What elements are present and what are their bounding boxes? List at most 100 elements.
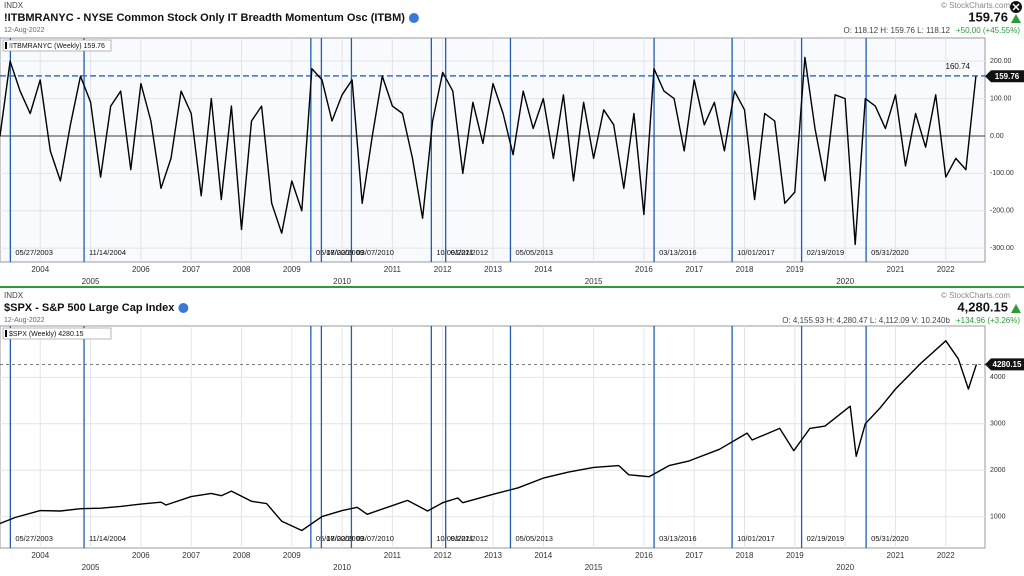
event-label: 05/27/2003 bbox=[15, 248, 53, 257]
legend-swatch bbox=[5, 330, 7, 337]
event-label: 05/31/2020 bbox=[871, 248, 909, 257]
y-tick-label: 100.00 bbox=[990, 95, 1012, 102]
x-tick-label: 2010 bbox=[333, 277, 351, 286]
event-label: 03/13/2016 bbox=[659, 534, 697, 543]
x-tick-label: 2019 bbox=[786, 265, 804, 274]
quote: O: 4,155.93 H: 4,280.47 L: 4,112.09 V: 1… bbox=[782, 316, 950, 325]
x-tick-label: 2018 bbox=[736, 551, 754, 560]
x-tick-label: 2005 bbox=[82, 563, 100, 572]
x-tick-label: 2014 bbox=[534, 551, 552, 560]
reference-label: 160.74 bbox=[946, 62, 971, 71]
legend-label: $SPX (Weekly) 4280.15 bbox=[9, 331, 84, 338]
change: +134.96 (+3.26%) bbox=[956, 316, 1020, 325]
legend-swatch bbox=[5, 42, 7, 49]
x-tick-label: 2004 bbox=[31, 551, 49, 560]
event-label: 11/14/2004 bbox=[89, 534, 126, 543]
y-tick-label: -300.00 bbox=[990, 245, 1014, 252]
y-tick-label: 2000 bbox=[990, 467, 1006, 474]
x-tick-label: 2015 bbox=[585, 563, 603, 572]
legend-box bbox=[2, 39, 112, 52]
chart-title: !ITBMRANYC - NYSE Common Stock Only IT B… bbox=[4, 12, 405, 24]
event-label: 03/07/2010 bbox=[356, 534, 394, 543]
last-value-label: 159.76 bbox=[995, 72, 1020, 81]
x-tick-label: 2006 bbox=[132, 551, 150, 560]
y-tick-label: 3000 bbox=[990, 421, 1006, 428]
x-tick-label: 2011 bbox=[384, 551, 402, 560]
x-tick-label: 2017 bbox=[685, 265, 703, 274]
x-tick-label: 2007 bbox=[182, 551, 200, 560]
event-label: 02/19/2019 bbox=[807, 534, 845, 543]
x-tick-label: 2013 bbox=[484, 265, 502, 274]
info-icon bbox=[408, 13, 419, 23]
last-value-label: 4280.15 bbox=[993, 360, 1022, 369]
x-tick-label: 2020 bbox=[836, 277, 854, 286]
x-tick-label: 2009 bbox=[283, 551, 301, 560]
y-tick-label: 1000 bbox=[990, 513, 1006, 520]
x-tick-label: 2005 bbox=[82, 277, 100, 286]
event-label: 11/14/2004 bbox=[89, 248, 126, 257]
price-line bbox=[0, 340, 978, 532]
plot-area bbox=[0, 325, 986, 549]
event-label: 03/07/2010 bbox=[356, 248, 394, 257]
x-tick-label: 2017 bbox=[685, 551, 703, 560]
event-label: 10/09/2011 bbox=[436, 248, 473, 257]
info-icon bbox=[178, 303, 189, 313]
y-tick-label: 200.00 bbox=[990, 58, 1012, 65]
last-value-box bbox=[985, 358, 1024, 371]
up-arrow bbox=[1011, 14, 1021, 23]
x-tick-label: 2022 bbox=[937, 265, 955, 274]
x-tick-label: 2012 bbox=[434, 551, 452, 560]
legend-label: !ITBMRANYC (Weekly) 159.76 bbox=[9, 43, 105, 50]
y-tick-label: -100.00 bbox=[990, 170, 1014, 177]
event-label: 05/27/2003 bbox=[15, 534, 53, 543]
last-value: 159.76 bbox=[968, 9, 1008, 24]
x-tick-label: 2004 bbox=[31, 265, 49, 274]
y-tick-label: 0.00 bbox=[990, 133, 1004, 140]
x-tick-label: 2021 bbox=[887, 265, 905, 274]
quote: O: 118.12 H: 159.76 L: 118.12 bbox=[844, 26, 951, 35]
copyright: © StockCharts.com bbox=[941, 291, 1010, 300]
x-tick-label: 2012 bbox=[434, 265, 452, 274]
event-label: 10/09/2011 bbox=[436, 534, 473, 543]
x-tick-label: 2007 bbox=[182, 265, 200, 274]
x-tick-label: 2019 bbox=[786, 551, 804, 560]
last-value: 4,280.15 bbox=[957, 299, 1008, 314]
x-tick-label: 2018 bbox=[736, 265, 754, 274]
event-label: 10/01/2017 bbox=[737, 248, 775, 257]
x-tick-label: 2008 bbox=[233, 551, 251, 560]
x-tick-label: 2016 bbox=[635, 551, 653, 560]
legend-box bbox=[2, 327, 112, 340]
x-tick-label: 2011 bbox=[384, 265, 402, 274]
y-tick-label: -200.00 bbox=[990, 208, 1014, 215]
date: 12-Aug-2022 bbox=[4, 317, 45, 324]
event-label: 08/02/2009 bbox=[326, 534, 364, 543]
x-tick-label: 2009 bbox=[283, 265, 301, 274]
x-tick-label: 2008 bbox=[233, 265, 251, 274]
x-tick-label: 2015 bbox=[585, 277, 603, 286]
x-tick-label: 2010 bbox=[333, 563, 351, 572]
y-tick-label: 4000 bbox=[990, 374, 1006, 381]
x-tick-label: 2016 bbox=[635, 265, 653, 274]
event-label: 05/05/2013 bbox=[515, 248, 553, 257]
plot-area bbox=[0, 37, 986, 263]
copyright: © StockCharts.com bbox=[941, 1, 1010, 10]
exchange: INDX bbox=[4, 291, 24, 300]
event-label: 05/05/2013 bbox=[515, 534, 553, 543]
chart-title: $SPX - S&P 500 Large Cap Index bbox=[4, 302, 175, 314]
last-value-box bbox=[985, 70, 1024, 83]
date: 12-Aug-2022 bbox=[4, 27, 45, 34]
event-label: 10/01/2017 bbox=[737, 534, 775, 543]
event-label: 02/19/2019 bbox=[807, 248, 845, 257]
exchange: INDX bbox=[4, 1, 24, 10]
x-tick-label: 2022 bbox=[937, 551, 955, 560]
event-label: 05/31/2020 bbox=[871, 534, 909, 543]
event-label: 03/13/2016 bbox=[659, 248, 697, 257]
event-label: 01/22/2012 bbox=[451, 534, 489, 543]
event-label: 05/17/2009 bbox=[316, 248, 354, 257]
price-line bbox=[0, 56, 977, 246]
x-tick-label: 2014 bbox=[534, 265, 552, 274]
x-tick-label: 2020 bbox=[836, 563, 854, 572]
change: +50.00 (+45.55%) bbox=[956, 26, 1020, 35]
event-label: 05/17/2009 bbox=[316, 534, 354, 543]
